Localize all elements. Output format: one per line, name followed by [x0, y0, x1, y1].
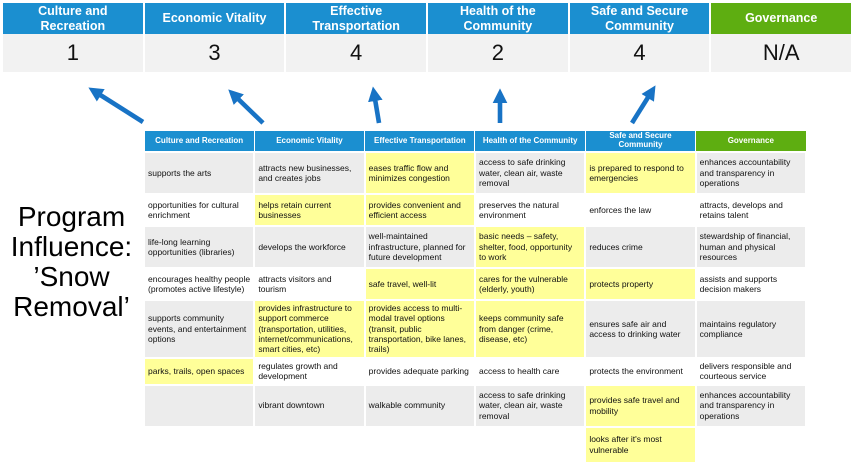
matrix-cell: assists and supports decision makers: [694, 267, 808, 301]
scoreboard-score: 4: [286, 34, 427, 72]
matrix-cell: helps retain current businesses: [253, 193, 366, 227]
matrix-cell: supports community events, and entertain…: [142, 299, 256, 359]
matrix-cell: [473, 425, 587, 464]
matrix-cell: is prepared to respond to emergencies: [584, 151, 697, 195]
scoreboard-header: Culture and Recreation: [3, 3, 143, 34]
matrix-cell: provides convenient and efficient access: [363, 193, 476, 227]
matrix-cell: ensures safe air and access to drinking …: [584, 299, 697, 359]
matrix-cell: keeps community safe from danger (crime,…: [473, 299, 587, 359]
matrix-cell: maintains regulatory compliance: [694, 299, 808, 359]
scoreboard-column: Safe and Secure Community 4: [569, 3, 710, 72]
matrix-header-row: Culture and Recreation Economic Vitality E…: [143, 130, 807, 153]
matrix-cell: provides safe travel and mobility: [584, 383, 697, 428]
matrix-cell: life-long learning opportunities (librar…: [142, 225, 256, 269]
matrix-cell: provides infrastructure to support comme…: [253, 299, 366, 359]
matrix-cell: [363, 425, 476, 464]
matrix-cell: encourages healthy people (promotes acti…: [142, 267, 256, 301]
scoreboard-header: Governance: [711, 3, 852, 34]
matrix-cell: delivers responsible and courteous servi…: [694, 356, 808, 386]
matrix-cell: enhances accountability and transparency…: [694, 151, 808, 195]
scoreboard-score: 4: [569, 34, 710, 72]
matrix-row: parks, trails, open spaces regulates grow…: [142, 356, 808, 386]
matrix-cell: access to safe drinking water, clean air…: [473, 383, 587, 428]
matrix-cell: walkable community: [363, 383, 476, 428]
matrix-cell: access to safe drinking water, clean air…: [473, 151, 587, 195]
matrix-cell: regulates growth and development: [253, 356, 366, 386]
matrix-cell: well-maintained infrastructure, planned …: [363, 225, 476, 269]
matrix-cell: [253, 425, 366, 464]
influence-arrows: [88, 85, 656, 125]
matrix-cell: parks, trails, open spaces: [142, 356, 256, 386]
scoreboard-column: Culture and Recreation 1: [3, 3, 143, 72]
scoreboard-column: Economic Vitality 3: [144, 3, 285, 72]
matrix-cell: basic needs – safety, shelter, food, opp…: [473, 225, 587, 269]
matrix-cell: vibrant downtown: [253, 383, 366, 428]
scoreboard-column: Health of the Community 2: [428, 3, 568, 72]
matrix-cell: enhances accountability and transparency…: [694, 383, 808, 428]
scoreboard-score: 2: [428, 34, 568, 72]
matrix-cell: enforces the law: [584, 193, 697, 227]
matrix-column-header: Economic Vitality: [253, 130, 366, 153]
matrix-row: supports the arts attracts new businesses…: [142, 151, 808, 195]
scoreboard-score: 3: [144, 34, 285, 72]
matrix-cell: eases traffic flow and minimizes congest…: [363, 151, 476, 195]
scoreboard-score: 1: [3, 34, 143, 72]
matrix-column-header: Effective Transportation: [364, 130, 476, 153]
matrix-column-header: Governance: [695, 130, 807, 153]
matrix-row: life-long learning opportunities (librar…: [142, 225, 808, 269]
matrix-cell: reduces crime: [584, 225, 697, 269]
matrix-cell: access to health care: [473, 356, 587, 386]
matrix-cell: opportunities for cultural enrichment: [142, 193, 256, 227]
influence-matrix: Culture and Recreation Economic Vitality E…: [142, 130, 808, 464]
scoreboard-score: N/A: [711, 34, 852, 72]
scoreboard-header: Effective Transportation: [286, 3, 427, 34]
program-influence-title: Program Influence: ’Snow Removal’: [10, 201, 133, 322]
matrix-body: supports the arts attracts new businesses…: [142, 151, 808, 464]
matrix-cell: stewardship of financial, human and phys…: [694, 225, 808, 269]
matrix-cell: develops the workforce: [253, 225, 366, 269]
scoreboard-header: Economic Vitality: [144, 3, 285, 34]
matrix-cell: attracts, develops and retains talent: [694, 193, 808, 227]
matrix-cell: cares for the vulnerable (elderly, youth…: [473, 267, 587, 301]
matrix-cell: attracts visitors and tourism: [253, 267, 366, 301]
matrix-cell: looks after it's most vulnerable: [584, 425, 697, 464]
matrix-row: opportunities for cultural enrichment hel…: [142, 193, 808, 227]
arrow-up-icon: [368, 86, 383, 124]
matrix-cell: [694, 425, 808, 464]
matrix-cell: provides access to multi-modal travel op…: [363, 299, 476, 359]
matrix-row: vibrant downtown walkable community access…: [142, 383, 808, 428]
matrix-cell: [142, 383, 256, 428]
scoreboard-header: Safe and Secure Community: [569, 3, 710, 34]
matrix-column-header: Safe and Secure Community: [584, 130, 697, 153]
arrow-up-left-icon: [88, 87, 145, 124]
scoreboard-header: Health of the Community: [428, 3, 568, 34]
scoreboard-column: Effective Transportation 4: [286, 3, 427, 72]
matrix-row: looks after it's most vulnerable: [142, 425, 808, 464]
matrix-row: supports community events, and entertain…: [142, 299, 808, 359]
matrix-cell: supports the arts: [142, 151, 256, 195]
matrix-cell: safe travel, well-lit: [363, 267, 476, 301]
matrix-cell: provides adequate parking: [363, 356, 476, 386]
matrix-cell: protects property: [584, 267, 697, 301]
scoreboard: Culture and Recreation 1 Economic Vitality…: [3, 3, 852, 72]
matrix-cell: [142, 425, 256, 464]
arrow-up-left-icon: [228, 89, 265, 125]
arrow-up-right-icon: [630, 85, 656, 125]
matrix-column-header: Culture and Recreation: [143, 130, 255, 153]
scoreboard-column: Governance N/A: [711, 3, 852, 72]
matrix-cell: protects the environment: [584, 356, 697, 386]
matrix-column-header: Health of the Community: [474, 130, 586, 153]
matrix-cell: attracts new businesses, and creates job…: [253, 151, 366, 195]
matrix-row: encourages healthy people (promotes acti…: [142, 267, 808, 301]
matrix-cell: preserves the natural environment: [473, 193, 587, 227]
